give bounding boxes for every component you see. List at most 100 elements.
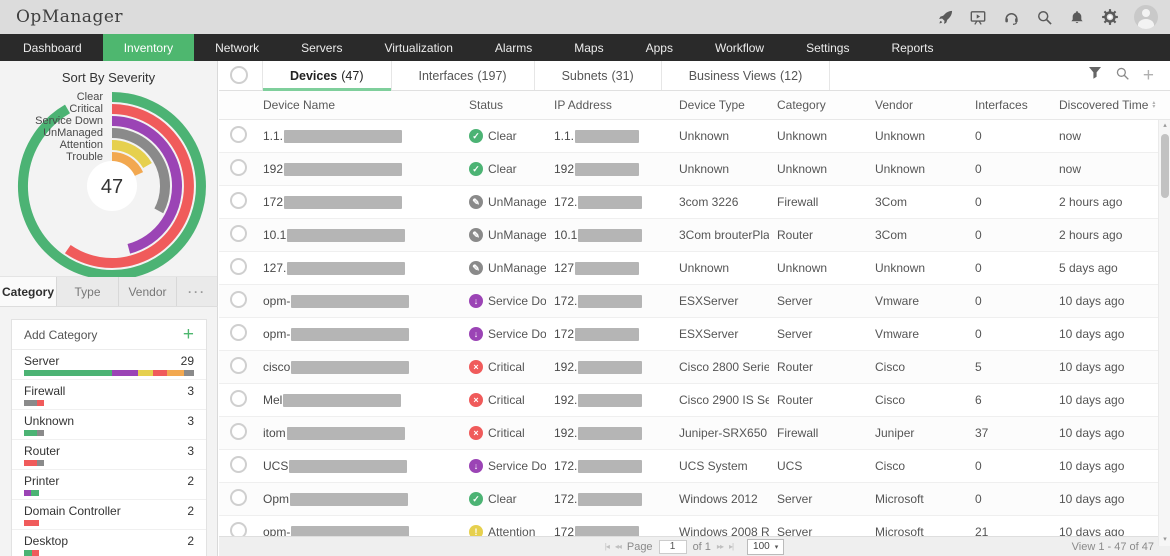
sidebar-tab-vendor[interactable]: Vendor — [119, 277, 177, 306]
tab-business-views[interactable]: Business Views (12) — [662, 61, 831, 90]
column-header-interfaces[interactable]: Interfaces — [975, 98, 1028, 112]
rocket-icon[interactable] — [936, 8, 954, 26]
training-presentation-icon[interactable] — [969, 8, 987, 26]
category-row-unknown[interactable]: Unknown 3 — [12, 410, 206, 440]
tab-subnets[interactable]: Subnets (31) — [535, 61, 662, 90]
row-radio[interactable] — [230, 324, 247, 341]
prev-page-button[interactable]: ◂◂ — [614, 542, 622, 551]
row-radio[interactable] — [230, 423, 247, 440]
status-label: Attention — [488, 525, 536, 539]
redacted-device-name — [287, 228, 406, 242]
first-page-button[interactable]: |◂ — [604, 542, 610, 551]
row-radio[interactable] — [230, 390, 247, 407]
filter-icon[interactable] — [1088, 66, 1102, 85]
scroll-down-icon[interactable]: ▾ — [1163, 536, 1167, 543]
sidebar-tab-type[interactable]: Type — [57, 277, 119, 306]
scrollbar-thumb[interactable] — [1160, 134, 1169, 198]
row-radio[interactable] — [230, 489, 247, 506]
page-input[interactable] — [658, 539, 687, 554]
nav-item-maps[interactable]: Maps — [574, 40, 604, 55]
row-radio[interactable] — [230, 291, 247, 308]
row-radio[interactable] — [230, 126, 247, 143]
nav-item-servers[interactable]: Servers — [301, 40, 343, 55]
sidebar-tab-more[interactable]: ··· — [177, 277, 218, 306]
table-row[interactable]: 127. ✎ UnManaged127 Unknown Unknown Unknown 0 5… — [219, 252, 1170, 285]
tab-devices[interactable]: Devices (47) — [262, 61, 392, 91]
status-label: Critical — [488, 426, 525, 440]
scroll-up-icon[interactable]: ▴ — [1163, 122, 1167, 129]
add-device-icon[interactable]: + — [1142, 64, 1154, 86]
status-label: UnManaged — [488, 228, 546, 242]
nav-item-settings[interactable]: Settings — [806, 40, 850, 55]
device-name-cell: cisco — [255, 360, 461, 374]
nav-item-workflow[interactable]: Workflow — [714, 40, 765, 55]
table-row[interactable]: Opm ✓ Clear 172. Windows 2012 Server Microsoft… — [219, 483, 1170, 516]
nav-item-inventory[interactable]: Inventory — [102, 34, 195, 61]
notifications-bell-icon[interactable] — [1068, 8, 1086, 26]
table-row[interactable]: 1.1. ✓ Clear 1.1. Unknown Unknown Unknown 0 now — [219, 120, 1170, 153]
tab-interfaces[interactable]: Interfaces (197) — [392, 61, 535, 90]
sort-icon[interactable]: ▴ ▾ — [1152, 100, 1156, 110]
device-name-cell: Mel — [255, 393, 461, 407]
column-header-status[interactable]: Status — [469, 98, 504, 112]
category-row-domain-controller[interactable]: Domain Controller 2 — [12, 500, 206, 530]
severity-arc-unmanaged[interactable] — [111, 128, 170, 214]
severity-arc-service-down[interactable] — [111, 116, 183, 254]
per-page-select[interactable]: 100 ▾ — [747, 538, 785, 555]
support-headset-icon[interactable] — [1002, 8, 1020, 26]
device-name-cell: opm- — [255, 525, 461, 539]
category-row-printer[interactable]: Printer 2 — [12, 470, 206, 500]
column-header-device-name[interactable]: Device Name — [263, 98, 336, 112]
table-row[interactable]: itom × Critical 192. Juniper-SRX650 Firewall J… — [219, 417, 1170, 450]
last-page-button[interactable]: ▸| — [728, 542, 734, 551]
severity-arc-critical[interactable] — [64, 104, 194, 268]
avatar[interactable] — [1134, 5, 1158, 29]
discovered-time-cell: 10 days ago — [1059, 459, 1125, 473]
row-radio[interactable] — [230, 357, 247, 374]
add-category-row[interactable]: Add Category + — [12, 320, 206, 350]
nav-item-alarms[interactable]: Alarms — [494, 40, 533, 55]
row-radio[interactable] — [230, 456, 247, 473]
inventory-tabbar: Devices (47) Interfaces (197) Subnets (31) Bus… — [219, 61, 1170, 91]
row-radio[interactable] — [230, 192, 247, 209]
nav-item-apps[interactable]: Apps — [645, 40, 673, 55]
table-row[interactable]: Mel × Critical 192. Cisco 2900 IS Series Rout… — [219, 384, 1170, 417]
severity-arc-clear[interactable] — [17, 92, 206, 277]
severity-legend-unmanaged: UnManaged — [43, 127, 103, 139]
column-header-discovered-time[interactable]: Discovered Time ▴ ▾ — [1059, 98, 1156, 112]
column-header-vendor[interactable]: Vendor — [875, 98, 914, 112]
nav-item-dashboard[interactable]: Dashboard — [23, 40, 82, 55]
add-category-icon[interactable]: + — [182, 323, 194, 345]
settings-gear-icon[interactable] — [1101, 8, 1119, 26]
table-row[interactable]: opm- ↓ Service Do...172 ESXServer Server Vmwa… — [219, 318, 1170, 351]
category-row-router[interactable]: Router 3 — [12, 440, 206, 470]
severity-arc-trouble[interactable] — [111, 152, 144, 177]
nav-item-virtualization[interactable]: Virtualization — [384, 40, 453, 55]
nav-item-network[interactable]: Network — [215, 40, 260, 55]
category-row-firewall[interactable]: Firewall 3 — [12, 380, 206, 410]
column-header-ip-address[interactable]: IP Address — [554, 98, 612, 112]
row-radio[interactable] — [230, 225, 247, 242]
table-search-icon[interactable] — [1115, 66, 1130, 86]
category-cell: Unknown — [777, 162, 828, 176]
next-page-button[interactable]: ▸▸ — [716, 542, 724, 551]
table-row[interactable]: 172 ✎ UnManaged172. 3com 3226 Firewall 3Com 0 2… — [219, 186, 1170, 219]
table-row[interactable]: 192 ✓ Clear 192 Unknown Unknown Unknown 0 now — [219, 153, 1170, 186]
select-all-radio[interactable] — [230, 66, 248, 84]
row-radio[interactable] — [230, 258, 247, 275]
table-row[interactable]: cisco × Critical 192. Cisco 2800 Series Route… — [219, 351, 1170, 384]
nav-item-reports[interactable]: Reports — [891, 40, 934, 55]
search-icon[interactable] — [1035, 8, 1053, 26]
sidebar-tab-category[interactable]: Category — [0, 277, 57, 306]
category-row-desktop[interactable]: Desktop 2 — [12, 530, 206, 556]
table-row[interactable]: UCS ↓ Service Do...172. UCS System UCS Cisco 0… — [219, 450, 1170, 483]
column-header-category[interactable]: Category — [777, 98, 826, 112]
category-row-server[interactable]: Server 29 — [12, 350, 206, 380]
row-radio[interactable] — [230, 159, 247, 176]
severity-radial-chart[interactable]: 47 — [0, 89, 218, 277]
column-header-device-type[interactable]: Device Type — [679, 98, 745, 112]
severity-arc-attention[interactable] — [111, 140, 152, 169]
table-row[interactable]: opm- ↓ Service Do...172. ESXServer Server Vmw… — [219, 285, 1170, 318]
vertical-scrollbar[interactable]: ▴ ▾ — [1158, 120, 1170, 546]
